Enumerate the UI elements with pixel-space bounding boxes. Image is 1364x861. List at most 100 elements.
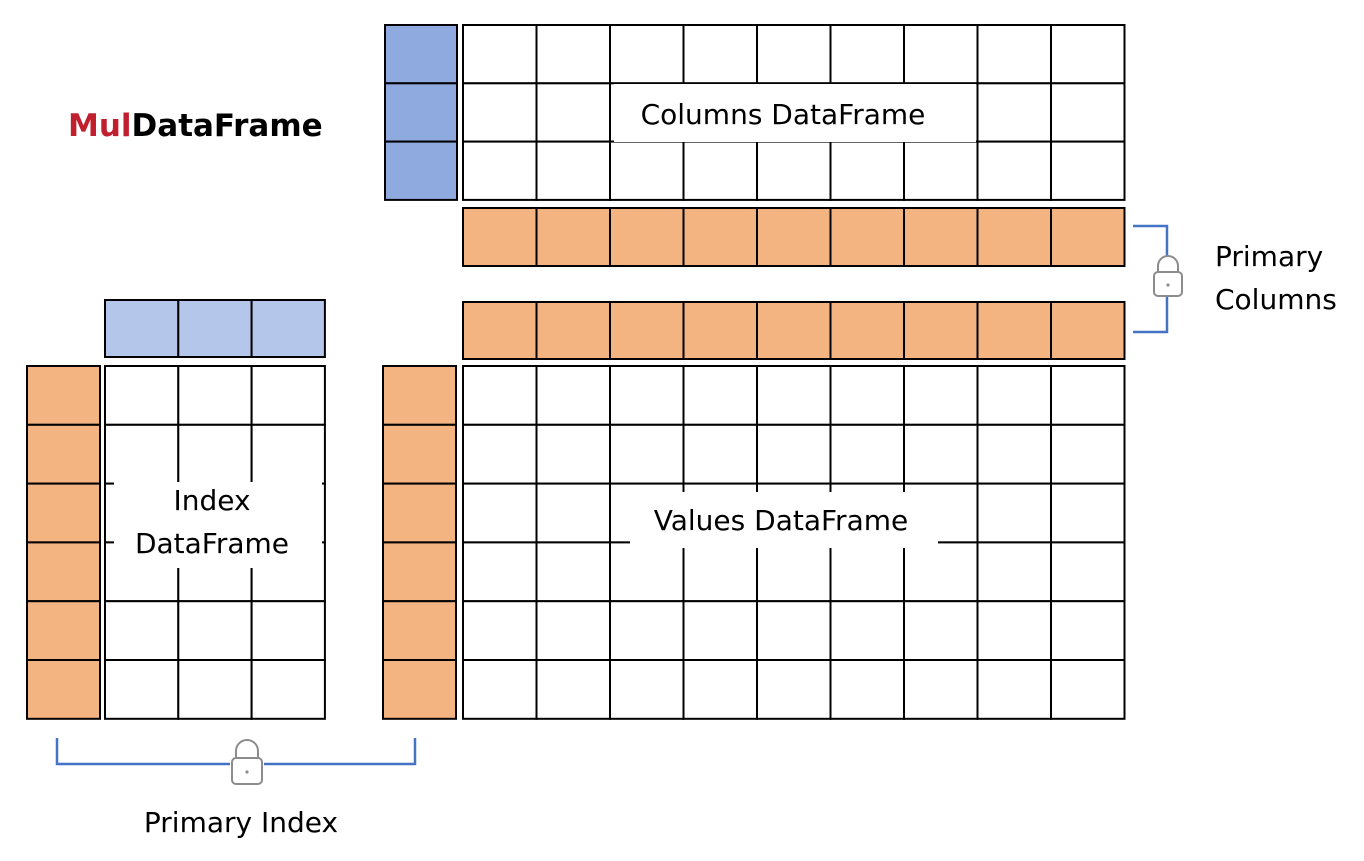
values-df-cell	[756, 365, 832, 426]
values-df-cell	[535, 482, 611, 544]
values-df-cell	[609, 659, 685, 720]
index-df-cell	[104, 600, 180, 662]
values-df-cell	[462, 423, 538, 485]
values-df-cell	[682, 600, 758, 662]
primary-index-cell	[26, 482, 101, 544]
index-df-cell	[177, 365, 253, 426]
values-df-cell	[976, 600, 1052, 662]
values-df-cell	[976, 659, 1052, 720]
values-df-cell	[976, 541, 1052, 603]
title-highlight: Mul	[68, 108, 132, 144]
values-df-cell	[903, 365, 979, 426]
primary-index-cell	[382, 482, 457, 544]
primary-index-column-right	[382, 365, 457, 720]
index-df-cell	[250, 423, 326, 485]
values-df-label-bg	[630, 492, 938, 548]
values-df-cell	[756, 659, 832, 720]
columns-df-cell	[1050, 82, 1126, 143]
index-header-cell	[250, 299, 326, 358]
index-df-cell	[250, 600, 326, 662]
primary-columns-cell	[756, 301, 832, 360]
primary-columns-cell	[462, 207, 538, 267]
values-df-cell	[829, 659, 905, 720]
values-df-cell	[903, 659, 979, 720]
primary-columns-cell	[903, 207, 979, 267]
index-df-label-line2: DataFrame	[135, 527, 289, 560]
columns-df-cell	[609, 140, 685, 201]
primary-index-column-left	[26, 365, 101, 720]
index-header-cell	[177, 299, 253, 358]
primary-columns-cell	[1050, 301, 1126, 360]
columns-df-cell	[535, 24, 611, 85]
columns-df-cell	[682, 24, 758, 85]
values-df-cell	[1050, 423, 1126, 485]
columns-df-cell	[535, 82, 611, 143]
columns-index-cell	[384, 82, 458, 143]
columns-df-cell	[829, 24, 905, 85]
primary-columns-label-line1: Primary	[1215, 240, 1323, 273]
values-df-cell	[829, 541, 905, 603]
values-df-cell	[1050, 600, 1126, 662]
values-df-cell	[682, 423, 758, 485]
columns-df-cell	[609, 24, 685, 85]
primary-columns-cell	[756, 207, 832, 267]
values-df-cell	[682, 365, 758, 426]
values-df-cell	[903, 600, 979, 662]
values-df-cell	[1050, 365, 1126, 426]
primary-index-cell	[382, 423, 457, 485]
index-df-cell	[250, 365, 326, 426]
values-df-cell	[682, 659, 758, 720]
primary-index-cell	[26, 541, 101, 603]
index-df-cell	[177, 423, 253, 485]
columns-df-cell	[462, 24, 538, 85]
values-dataframe-grid	[462, 365, 1126, 720]
primary-index-cell	[382, 659, 457, 720]
primary-columns-cell	[903, 301, 979, 360]
primary-columns-cell	[1050, 207, 1126, 267]
values-df-cell	[609, 365, 685, 426]
values-df-cell	[903, 423, 979, 485]
primary-columns-cell	[976, 301, 1052, 360]
index-df-cell	[177, 600, 253, 662]
primary-index-cell	[26, 365, 101, 426]
index-df-cell	[104, 659, 180, 720]
primary-index-cell	[382, 365, 457, 426]
values-df-cell	[903, 541, 979, 603]
primary-columns-cell	[682, 301, 758, 360]
values-df-cell	[829, 423, 905, 485]
columns-df-cell	[535, 140, 611, 201]
values-df-cell	[682, 541, 758, 603]
columns-df-cell	[1050, 24, 1126, 85]
columns-df-cell	[682, 140, 758, 201]
values-df-cell	[756, 541, 832, 603]
values-df-cell	[976, 423, 1052, 485]
index-df-cell	[104, 423, 180, 485]
values-df-cell	[756, 600, 832, 662]
primary-columns-label-line2: Columns	[1215, 283, 1337, 316]
primary-index-cell	[26, 659, 101, 720]
index-header-cell	[104, 299, 180, 358]
columns-df-cell	[462, 82, 538, 143]
columns-df-label: Columns DataFrame	[641, 98, 926, 131]
values-df-cell	[535, 423, 611, 485]
index-df-cell	[104, 365, 180, 426]
values-df-cell	[462, 541, 538, 603]
primary-index-cell	[382, 541, 457, 603]
values-df-cell	[756, 423, 832, 485]
primary-columns-cell	[609, 207, 685, 267]
values-df-cell	[462, 482, 538, 544]
primary-columns-cell	[535, 207, 611, 267]
values-df-cell	[976, 482, 1052, 544]
primary-columns-row-bottom	[462, 301, 1126, 360]
values-df-cell	[462, 659, 538, 720]
index-df-cell	[177, 659, 253, 720]
values-df-cell	[1050, 482, 1126, 544]
index-df-label-bg	[114, 482, 322, 568]
values-df-cell	[535, 659, 611, 720]
primary-index-cell	[26, 423, 101, 485]
primary-columns-cell	[462, 301, 538, 360]
columns-df-cell	[756, 140, 832, 201]
columns-df-cell	[1050, 140, 1126, 201]
primary-columns-cell	[535, 301, 611, 360]
values-df-cell	[1050, 659, 1126, 720]
